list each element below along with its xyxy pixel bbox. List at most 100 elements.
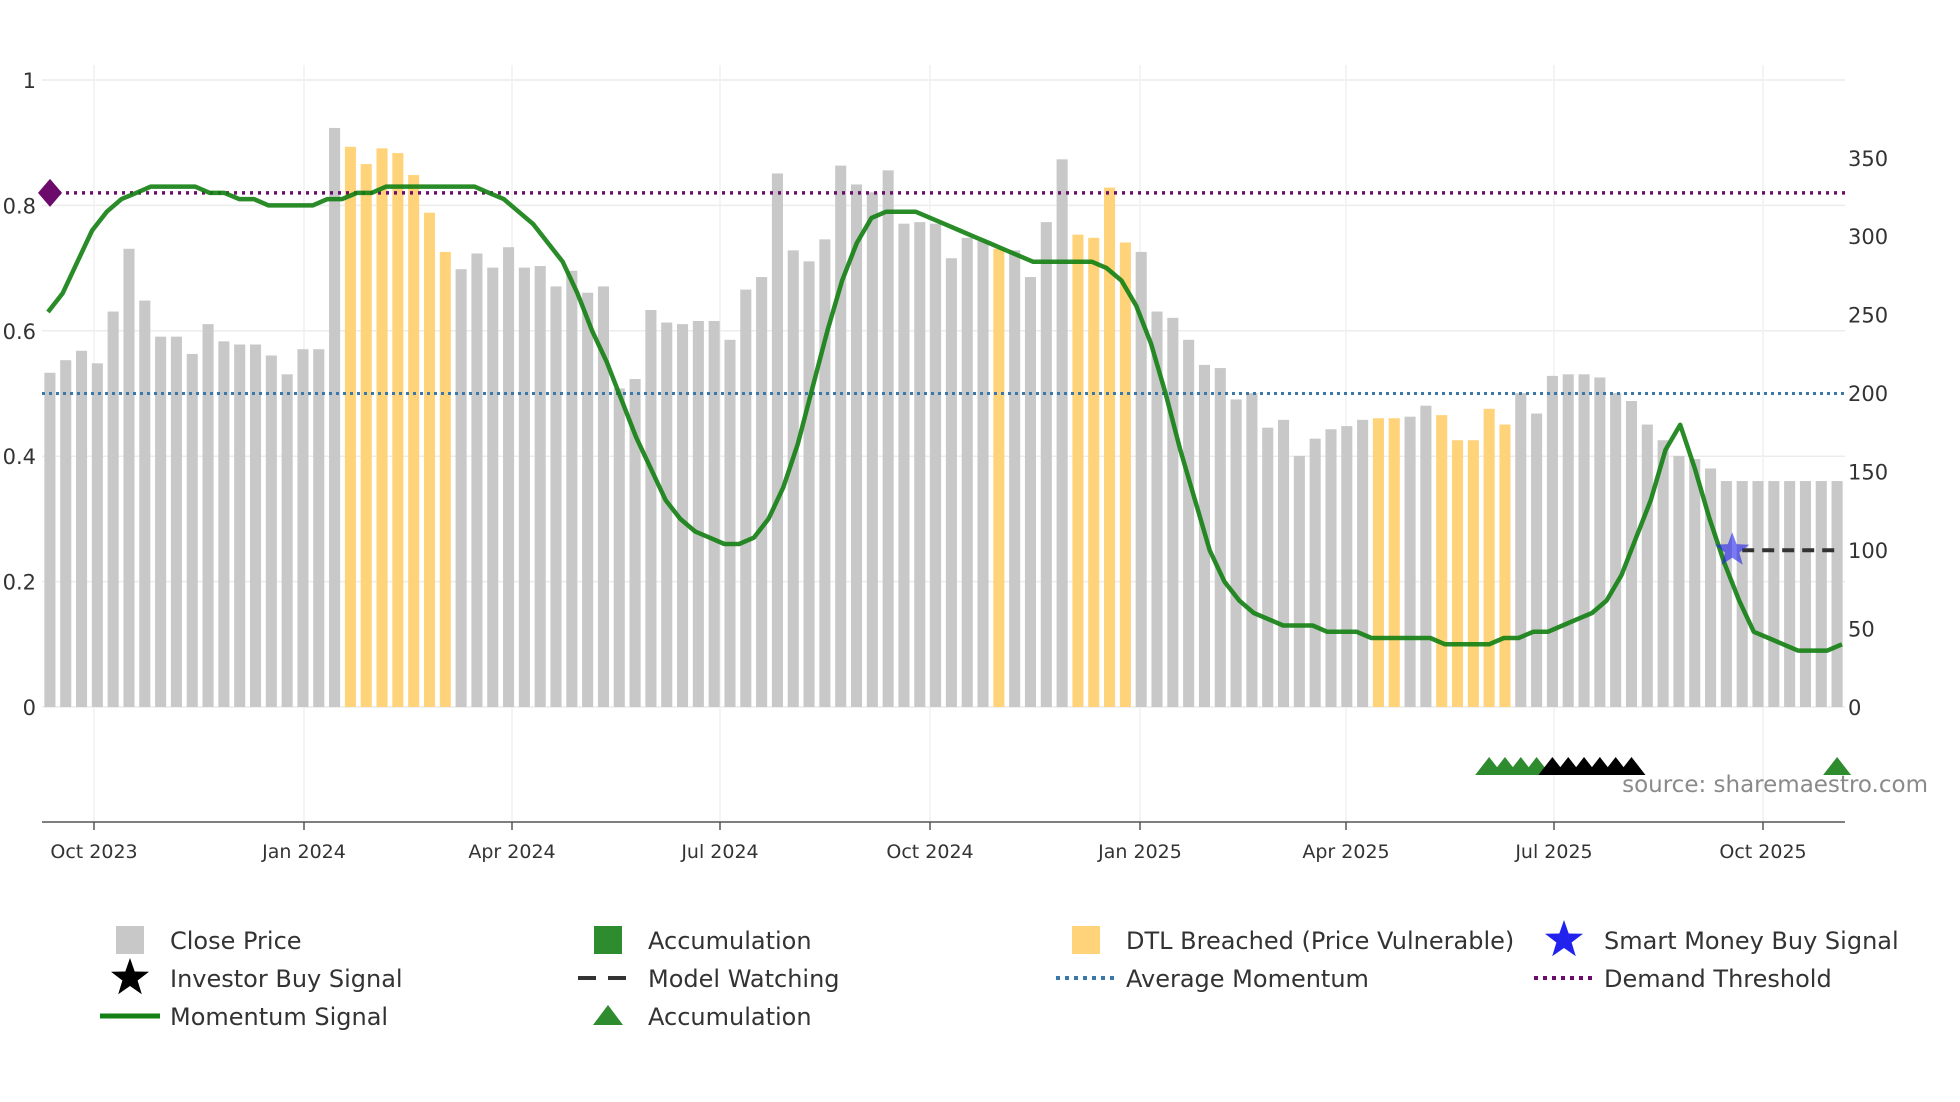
price-bar	[1230, 399, 1242, 707]
price-bar	[265, 355, 277, 707]
left-tick-label: 0.2	[3, 571, 36, 595]
price-bar	[60, 360, 72, 707]
price-bar	[1531, 413, 1543, 707]
left-tick-label: 1	[23, 69, 36, 93]
price-bar	[1309, 438, 1321, 707]
price-bar	[1641, 424, 1653, 707]
right-tick-label: 150	[1848, 461, 1888, 485]
smart-money-buy-star	[1715, 532, 1750, 565]
price-bar	[1831, 481, 1843, 707]
price-bar	[1088, 237, 1100, 708]
x-tick-label: Oct 2023	[50, 841, 137, 863]
legend-label: Model Watching	[648, 965, 840, 993]
x-tick-label: Apr 2024	[468, 841, 555, 863]
price-bar	[1404, 416, 1416, 707]
price-bar	[645, 309, 657, 707]
price-bar	[76, 350, 88, 707]
legend-label: Smart Money Buy Signal	[1604, 927, 1899, 955]
x-tick-label: Oct 2024	[886, 841, 973, 863]
left-tick-label: 0.4	[3, 445, 36, 469]
price-bar	[1689, 459, 1701, 707]
price-bar	[1752, 481, 1764, 707]
price-bar	[1009, 250, 1021, 707]
legend-swatch	[593, 1005, 623, 1025]
price-bar	[249, 344, 262, 707]
legend-label: Close Price	[170, 927, 302, 955]
momentum-line	[46, 184, 1843, 653]
price-bar	[1578, 374, 1590, 707]
price-bar	[439, 251, 451, 707]
price-bar	[1214, 368, 1226, 707]
x-tick-label: Jan 2025	[1097, 841, 1182, 863]
price-bar	[1451, 440, 1464, 707]
price-bar	[1135, 251, 1147, 707]
right-tick-label: 100	[1848, 539, 1888, 563]
signal-markers	[1475, 532, 1852, 775]
price-bar	[455, 269, 467, 707]
price-bar	[724, 339, 736, 707]
price-bar	[123, 248, 135, 708]
legend-label: Average Momentum	[1126, 965, 1369, 993]
momentum-signal	[46, 184, 1843, 653]
price-bar	[882, 170, 894, 708]
right-tick-label: 350	[1848, 147, 1888, 171]
price-bar	[1357, 419, 1369, 707]
price-bar	[692, 320, 704, 707]
price-bar	[1467, 440, 1479, 707]
x-tick-label: Oct 2025	[1719, 841, 1806, 863]
price-bar	[835, 165, 847, 708]
price-bar	[597, 286, 609, 707]
price-bar	[1784, 481, 1796, 707]
price-bar	[756, 277, 768, 707]
price-bar	[1815, 481, 1827, 707]
price-bar	[329, 127, 341, 707]
price-bar	[107, 311, 119, 707]
price-bar	[1167, 317, 1179, 707]
legend-swatch	[111, 958, 149, 995]
price-bar	[1372, 418, 1384, 707]
price-bar	[787, 250, 799, 707]
price-bar	[1072, 234, 1084, 707]
price-bar	[392, 153, 404, 708]
price-bar	[819, 239, 831, 707]
price-bar	[44, 372, 56, 707]
price-bar	[503, 247, 515, 707]
price-bar	[1119, 242, 1131, 707]
price-bar	[1420, 405, 1432, 707]
axes: 0 0.2 0.4 0.6 0.8 1 0 50 100 150 200 250 300 350 Oct 2…	[3, 69, 1889, 863]
legend-label: Momentum Signal	[170, 1003, 388, 1031]
price-bar	[1325, 429, 1337, 707]
price-bar	[582, 292, 594, 707]
price-bar	[1056, 159, 1068, 708]
x-tick-label: Apr 2025	[1302, 841, 1389, 863]
left-tick-label: 0	[23, 696, 36, 720]
reference-lines	[38, 178, 1845, 395]
legend-label: DTL Breached (Price Vulnerable)	[1126, 927, 1514, 955]
price-bar	[1246, 393, 1258, 707]
x-tick-label: Jan 2024	[261, 841, 346, 863]
price-bars	[44, 127, 1843, 708]
right-tick-label: 200	[1848, 382, 1888, 406]
legend: Close Price Accumulation DTL Breached (Pri…	[100, 920, 1899, 1031]
legend-label: Accumulation	[648, 1003, 812, 1031]
price-bar	[1515, 393, 1527, 707]
legend-label: Demand Threshold	[1604, 965, 1832, 993]
price-bar	[898, 223, 910, 707]
price-bar	[281, 374, 293, 707]
price-bar	[961, 237, 973, 708]
price-bar	[423, 212, 436, 707]
price-bar	[1183, 339, 1195, 707]
price-bar	[629, 379, 641, 707]
right-tick-label: 0	[1848, 696, 1861, 720]
price-bar	[1657, 440, 1669, 707]
price-bar	[218, 341, 230, 707]
price-bar	[202, 324, 214, 707]
price-bar	[945, 258, 957, 707]
gridlines	[42, 65, 1845, 822]
price-bar	[977, 240, 989, 707]
price-bar	[186, 353, 198, 707]
source-attribution: source: sharemaestro.com	[1622, 772, 1928, 798]
price-bar	[1768, 481, 1780, 707]
price-bar	[234, 344, 246, 707]
accumulation-triangle	[1823, 757, 1852, 775]
